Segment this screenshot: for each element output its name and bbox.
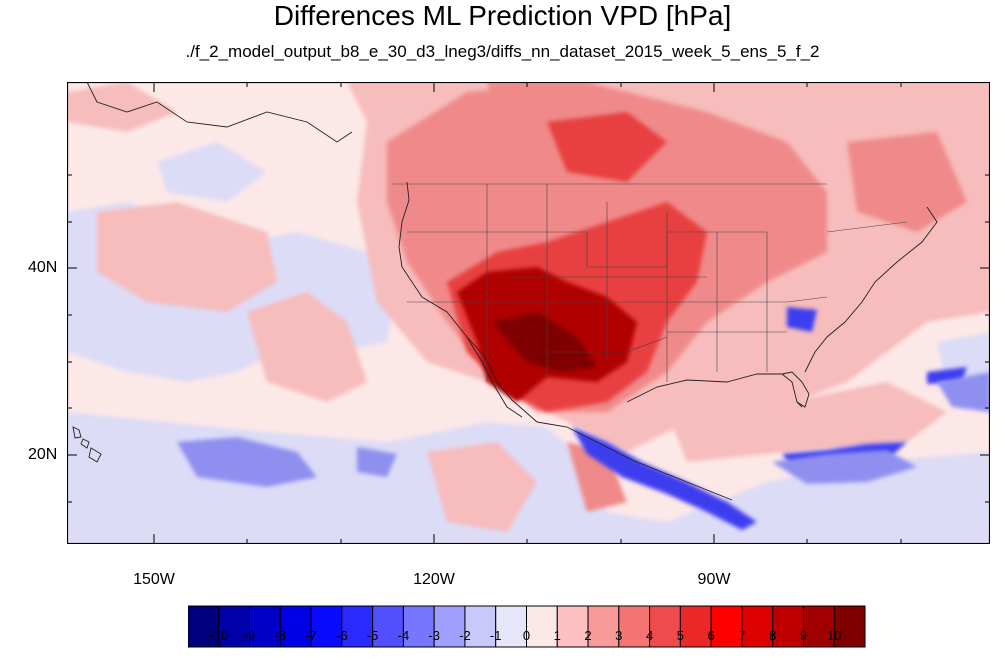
colorbar-tick-label: 6 xyxy=(707,628,715,643)
colorbar-tick-label: -6 xyxy=(336,628,348,643)
colorbar-tick-label: -8 xyxy=(274,628,287,643)
colorbar-tick-label: 9 xyxy=(799,628,808,643)
lon-label-90w: 90W xyxy=(697,571,731,588)
colorbar-swatch xyxy=(649,605,681,648)
colorbar-swatch xyxy=(556,605,589,648)
colorbar-tick-label: -5 xyxy=(366,628,379,643)
lat-label-40n: 40N xyxy=(28,259,58,276)
colorbar-tick-label: -10 xyxy=(209,628,229,643)
colorbar-tick-label: 2 xyxy=(584,628,592,643)
plot-subtitle: ./f_2_model_output_b8_e_30_d3_lneg3/diff… xyxy=(185,42,820,61)
coastlines xyxy=(72,82,938,501)
positive-anomaly-max xyxy=(492,312,597,372)
colorbar-tick-label: -2 xyxy=(459,628,471,643)
colorbar-tick-label: 3 xyxy=(615,628,623,643)
colorbar-swatch xyxy=(526,605,558,648)
colorbar-swatch xyxy=(372,605,404,648)
colorbar-tick-label: -7 xyxy=(305,628,317,643)
colorbar-swatch xyxy=(402,605,435,648)
negative-anomaly-mid xyxy=(177,372,990,487)
colorbar-swatch xyxy=(188,605,220,648)
colorbar-swatch xyxy=(618,605,651,648)
colorbar-tick-label: 4 xyxy=(645,628,654,643)
colorbar-swatch xyxy=(679,605,712,648)
colorbar xyxy=(188,605,866,648)
map-border xyxy=(67,82,990,544)
colorbar-tick-label: 1 xyxy=(553,628,561,643)
colorbar-tick-label: -9 xyxy=(243,628,256,643)
colorbar-swatch xyxy=(249,605,281,648)
lon-label-120w: 120W xyxy=(413,571,455,588)
colorbar-tick-label: 10 xyxy=(826,628,842,643)
colorbar-swatch xyxy=(279,605,312,648)
colorbar-swatch xyxy=(833,605,866,648)
political-boundaries xyxy=(392,183,908,382)
colorbar-swatch xyxy=(464,605,497,648)
colorbar-swatch xyxy=(710,605,743,648)
colorbar-tick-label: 5 xyxy=(676,628,684,643)
colorbar-swatch xyxy=(433,605,466,648)
colorbar-tick-label: 8 xyxy=(769,628,777,643)
colorbar-tick-label: -4 xyxy=(397,628,410,643)
colorbar-tick-label: -1 xyxy=(489,628,502,643)
vpd-difference-map xyxy=(67,82,990,544)
colorbar-tick-label: 7 xyxy=(738,628,746,643)
lon-label-150w: 150W xyxy=(133,571,175,588)
colorbar-tick-label: 0 xyxy=(522,628,531,643)
colorbar-tick-label: -3 xyxy=(428,628,440,643)
lat-label-20n: 20N xyxy=(28,446,58,463)
colorbar-swatch xyxy=(802,605,835,648)
plot-title: Differences ML Prediction VPD [hPa] xyxy=(273,0,732,31)
